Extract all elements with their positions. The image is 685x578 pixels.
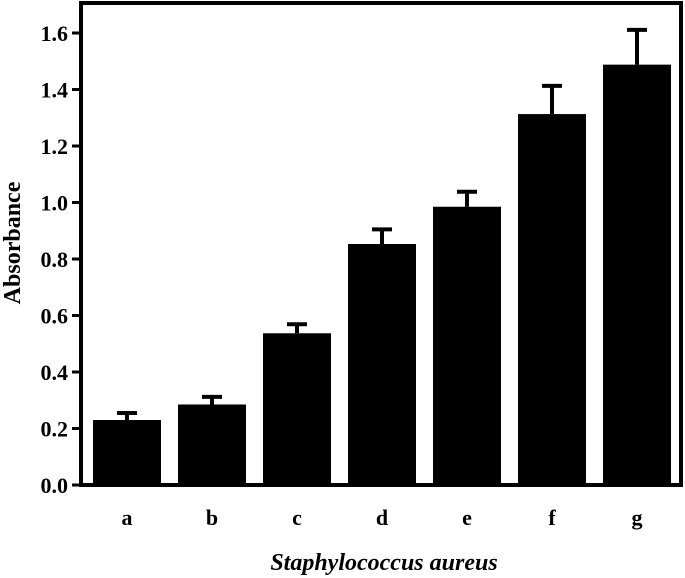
bar-f bbox=[518, 114, 586, 485]
y-tick-label: 0.6 bbox=[41, 304, 69, 329]
x-tick-label: a bbox=[122, 505, 133, 530]
y-tick-label: 1.2 bbox=[41, 134, 69, 159]
y-axis-ticks: 0.0 0.2 0.4 0.6 0.8 1.0 1.2 1.4 1.6 bbox=[41, 21, 81, 498]
x-tick-label: b bbox=[206, 505, 218, 530]
bar-a bbox=[93, 420, 161, 485]
x-tick-label: g bbox=[632, 505, 643, 530]
y-axis-title: Absorbance bbox=[0, 181, 26, 304]
y-tick-label: 1.4 bbox=[41, 78, 69, 103]
y-tick-label: 1.6 bbox=[41, 21, 69, 46]
x-tick-label: c bbox=[292, 505, 302, 530]
y-tick-label: 0.0 bbox=[41, 473, 69, 498]
bar-g bbox=[603, 64, 671, 485]
y-tick-label: 1.0 bbox=[41, 191, 69, 216]
y-tick-label: 0.8 bbox=[41, 247, 69, 272]
bars-group bbox=[93, 64, 671, 486]
error-bars-group bbox=[117, 27, 647, 421]
x-tick-label: f bbox=[548, 505, 556, 530]
bar-c bbox=[263, 333, 331, 485]
x-tick-label: e bbox=[462, 505, 472, 530]
x-axis-tick-labels: a b c d e f g bbox=[122, 505, 643, 530]
x-tick-label: d bbox=[376, 505, 388, 530]
y-tick-label: 0.4 bbox=[41, 360, 69, 385]
x-axis-title: Staphylococcus aureus bbox=[270, 550, 497, 576]
bar-b bbox=[178, 404, 246, 485]
y-tick-label: 0.2 bbox=[41, 417, 69, 442]
bar-d bbox=[348, 244, 416, 485]
bar-e bbox=[433, 206, 501, 486]
